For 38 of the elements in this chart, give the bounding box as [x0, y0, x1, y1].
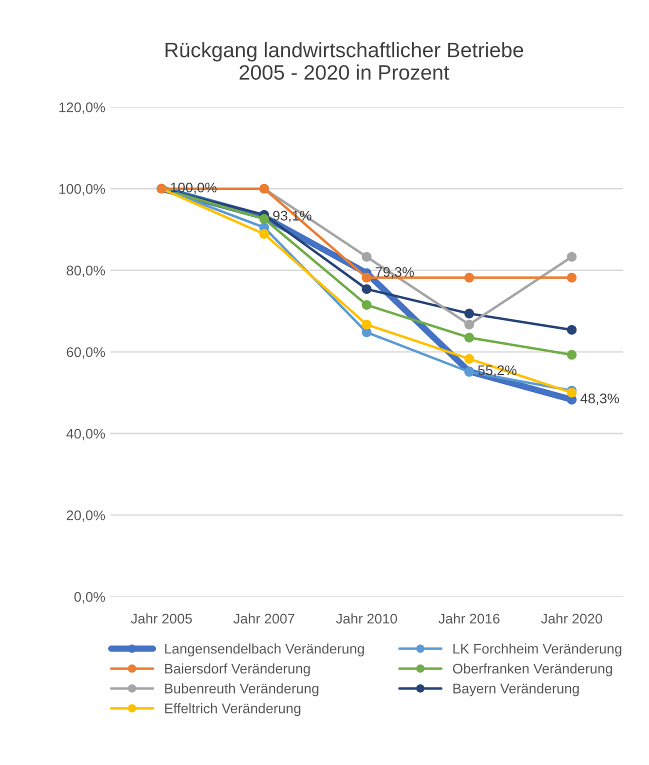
y-tick-label: 40,0%: [66, 428, 105, 440]
legend-label: LK Forchheim Veränderung: [453, 643, 622, 656]
point: [464, 308, 474, 318]
data-label: 100,0%: [170, 182, 217, 194]
chart-title: Rückgang landwirtschaftlicher Betriebe 2005 - 2020 in Prozent: [166, 42, 524, 80]
x-tick-label: Jahr 2007: [233, 613, 294, 624]
point: [464, 354, 474, 364]
point: [362, 272, 372, 283]
point: [566, 272, 577, 283]
point: [566, 350, 577, 360]
point: [259, 229, 270, 239]
point: [362, 284, 372, 294]
legend-label: Bubenreuth Veränderung: [165, 683, 318, 696]
legend-label: Oberfranken Veränderung: [452, 663, 612, 676]
point: [566, 252, 577, 262]
point: [464, 332, 474, 342]
data-label: 79,3%: [376, 267, 414, 279]
point: [566, 325, 577, 335]
point: [464, 272, 474, 283]
x-tick-label: Jahr 2005: [130, 613, 192, 624]
y-tick-label: 80,0%: [66, 266, 105, 278]
data-label: 48,3%: [580, 394, 619, 406]
x-tick-label: Jahr 2020: [541, 613, 602, 624]
point: [362, 252, 372, 262]
legend-label: Langensendelbach Veränderung: [165, 643, 364, 656]
y-tick-label: 0,0%: [74, 592, 105, 604]
x-tick-label: Jahr 2010: [336, 613, 398, 624]
x-tick-label: Jahr 2016: [438, 613, 500, 624]
point: [464, 320, 474, 330]
point: [362, 320, 372, 330]
legend-label: Effeltrich Veränderung: [165, 703, 300, 716]
point: [362, 300, 372, 310]
y-tick-label: 60,0%: [66, 347, 105, 359]
legend-label: Bayern Veränderung: [453, 683, 579, 696]
y-tick-label: 120,0%: [59, 102, 105, 114]
y-tick-label: 100,0%: [59, 184, 105, 196]
y-tick-label: 20,0%: [66, 510, 105, 522]
legend-label: Baiersdorf Veränderung: [165, 663, 310, 676]
